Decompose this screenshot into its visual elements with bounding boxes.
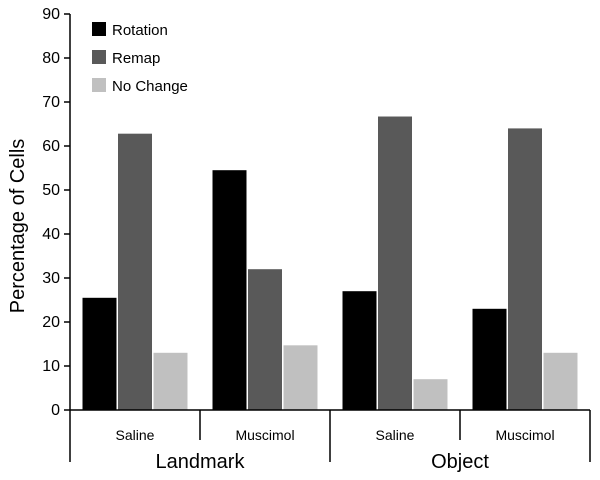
legend: Rotation Remap No Change bbox=[92, 22, 188, 95]
bar-remap bbox=[378, 116, 412, 411]
bar-rotation bbox=[82, 297, 117, 410]
bars bbox=[82, 116, 578, 411]
category-label: Muscimol bbox=[235, 427, 294, 443]
bar-no-change bbox=[153, 352, 188, 410]
bar-remap bbox=[508, 128, 542, 410]
group-labels: Landmark Object bbox=[156, 451, 490, 473]
group-label: Landmark bbox=[156, 451, 246, 473]
y-tick-label: 10 bbox=[42, 358, 60, 375]
group-label: Object bbox=[431, 451, 489, 473]
bar-rotation bbox=[212, 170, 247, 410]
category-label: Muscimol bbox=[495, 427, 554, 443]
legend-label: No Change bbox=[112, 78, 188, 95]
y-tick-label: 40 bbox=[42, 226, 60, 243]
y-tick-label: 60 bbox=[42, 138, 60, 155]
y-axis-title: Percentage of Cells bbox=[7, 139, 29, 314]
category-separators bbox=[69, 410, 591, 462]
y-axis-ticks: 0 10 20 30 40 50 60 70 80 90 bbox=[42, 6, 70, 419]
legend-swatch bbox=[92, 22, 106, 36]
bar-no-change bbox=[283, 345, 318, 410]
y-tick-label: 50 bbox=[42, 182, 60, 199]
y-tick-label: 20 bbox=[42, 314, 60, 331]
y-tick-label: 90 bbox=[42, 6, 60, 23]
bar-no-change bbox=[413, 379, 448, 410]
legend-label: Remap bbox=[112, 50, 160, 67]
legend-swatch bbox=[92, 78, 106, 92]
y-tick-label: 80 bbox=[42, 50, 60, 67]
bar-rotation bbox=[472, 308, 507, 410]
y-tick-label: 30 bbox=[42, 270, 60, 287]
y-tick-label: 0 bbox=[51, 402, 60, 419]
category-labels: Saline Muscimol Saline Muscimol bbox=[116, 427, 555, 443]
y-tick-label: 70 bbox=[42, 94, 60, 111]
bar-remap bbox=[248, 269, 282, 410]
legend-label: Rotation bbox=[112, 22, 168, 39]
category-label: Saline bbox=[376, 427, 415, 443]
bar-no-change bbox=[543, 352, 578, 410]
category-label: Saline bbox=[116, 427, 155, 443]
bar-remap bbox=[118, 133, 152, 410]
legend-swatch bbox=[92, 50, 106, 64]
bar-rotation bbox=[342, 291, 377, 410]
